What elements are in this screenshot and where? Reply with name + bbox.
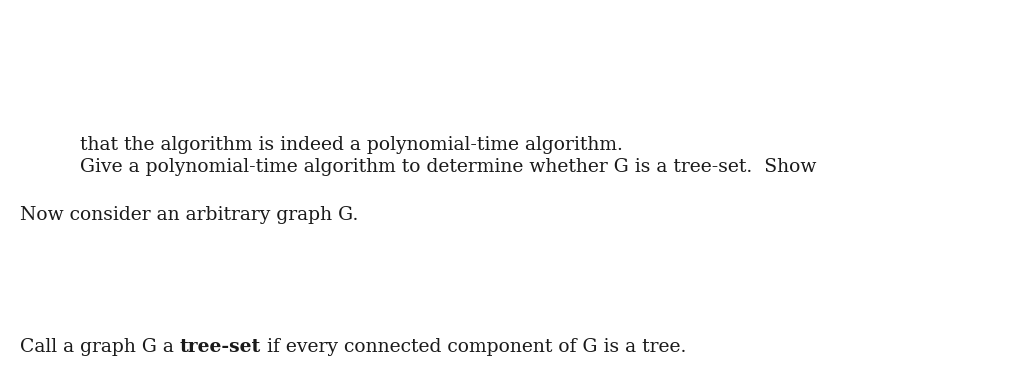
- Text: Give a polynomial-time algorithm to determine whether G is a tree-set.  Show: Give a polynomial-time algorithm to dete…: [80, 158, 817, 176]
- Text: if every connected component of G is a tree.: if every connected component of G is a t…: [262, 338, 687, 356]
- Text: Now consider an arbitrary graph G.: Now consider an arbitrary graph G.: [20, 206, 359, 224]
- Text: Call a graph G a: Call a graph G a: [20, 338, 180, 356]
- Text: that the algorithm is indeed a polynomial-time algorithm.: that the algorithm is indeed a polynomia…: [80, 136, 622, 154]
- Text: tree-set: tree-set: [180, 338, 262, 356]
